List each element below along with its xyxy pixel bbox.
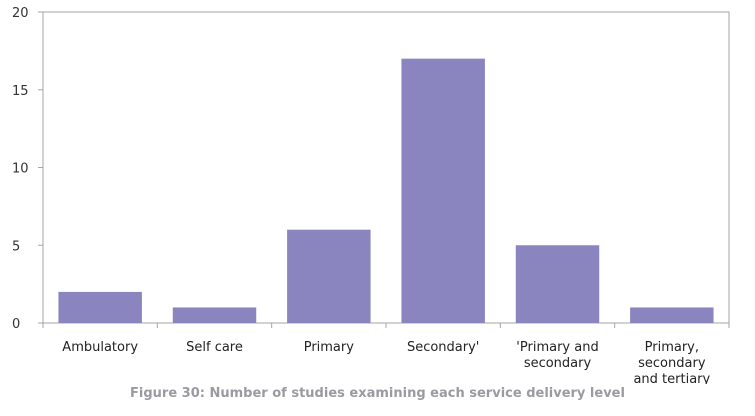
x-tick-label: Primary: [304, 340, 355, 355]
bar: [287, 229, 371, 323]
x-tick-label: secondary: [638, 356, 706, 371]
y-tick-label: 20: [12, 6, 29, 21]
plot-frame: [42, 11, 730, 324]
bar: [172, 307, 257, 323]
y-tick-label: 10: [12, 162, 29, 177]
figure-caption: Figure 30: Number of studies examining e…: [130, 386, 625, 401]
y-tick-label: 15: [12, 84, 29, 99]
x-tick-label: 'Primary and: [516, 340, 598, 355]
x-tick-label: Primary,: [645, 340, 699, 355]
y-tick-label: 0: [12, 317, 20, 332]
bar-chart: 0 5 10 15 20 Ambulatory Self care Primary Second…: [12, 6, 730, 384]
x-tick-label: secondary: [524, 356, 592, 371]
x-tick-label: and tertiary: [633, 372, 710, 384]
bar: [401, 58, 485, 324]
bar: [630, 307, 714, 323]
x-tick-label: Ambulatory: [62, 340, 138, 355]
x-tick-label: Secondary': [407, 340, 479, 355]
bar: [58, 291, 142, 323]
y-tick-label: 5: [12, 239, 20, 254]
bar: [515, 245, 600, 323]
x-tick-label: Self care: [186, 340, 243, 355]
